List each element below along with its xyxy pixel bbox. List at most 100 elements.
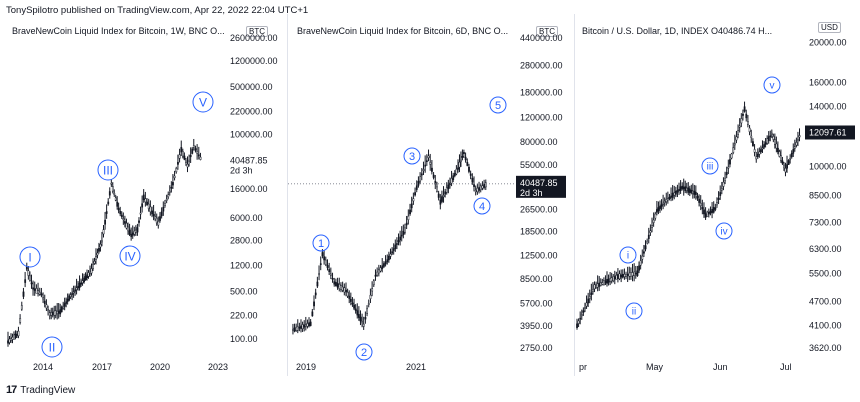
candle-body — [326, 265, 329, 268]
candle-body — [471, 177, 474, 183]
candle-body — [131, 232, 134, 236]
currency-tag[interactable]: BTC — [536, 26, 558, 37]
candle-body — [303, 324, 306, 328]
candle-body — [633, 271, 636, 276]
candle-body — [763, 144, 765, 148]
y-tick-label: 2800.00 — [230, 235, 263, 245]
candle-body — [346, 292, 349, 297]
candle-body — [155, 217, 158, 224]
candle-body — [781, 160, 784, 164]
candle-body — [128, 229, 131, 235]
wave-label: I — [19, 246, 41, 268]
candle-body — [460, 159, 462, 162]
chart-panel-weekly[interactable]: BraveNewCoin Liquid Index for Bitcoin, 1… — [0, 14, 288, 376]
price-series — [576, 101, 801, 330]
candle-body — [792, 149, 795, 154]
candle-body — [47, 309, 50, 312]
candle-body — [188, 159, 191, 162]
candle-body — [65, 301, 68, 304]
candle-body — [750, 135, 753, 138]
wave-circle — [763, 76, 781, 94]
candle-body — [323, 256, 326, 261]
candle-body — [62, 306, 65, 309]
candle-body — [701, 207, 704, 210]
y-tick-label: 3950.00 — [520, 321, 553, 331]
chart-canvas[interactable]: 2600000.00 1200000.00 500000.00 220000.00 10… — [0, 14, 288, 376]
candle-body — [152, 214, 155, 217]
candle-body — [601, 282, 604, 285]
candle-body — [13, 334, 15, 340]
candle-body — [714, 207, 717, 210]
y-tick-label: 55000.00 — [520, 160, 558, 170]
candle-body — [20, 305, 23, 310]
candle-body — [444, 191, 447, 195]
currency-tag[interactable]: BTC — [246, 26, 268, 37]
candle-body — [8, 338, 11, 343]
candle-body — [764, 142, 767, 145]
candle-body — [364, 316, 367, 320]
candle-body — [621, 273, 624, 278]
y-tick-label: 4100.00 — [809, 321, 842, 331]
candle-body — [657, 207, 660, 211]
candle-body — [670, 195, 672, 198]
chart-canvas[interactable]: 440000.00 280000.00 180000.00 120000.00 8000… — [288, 14, 575, 376]
candle-body — [638, 265, 640, 271]
chart-panel-6d[interactable]: BraveNewCoin Liquid Index for Bitcoin, 6… — [288, 14, 575, 376]
y-tick-label: 1200.00 — [230, 260, 263, 270]
candle-body — [16, 333, 18, 336]
candle-body — [53, 310, 56, 316]
candle-body — [410, 203, 413, 209]
chart-panel-daily[interactable]: Bitcoin / U.S. Dollar, 1D, INDEX O40486.… — [575, 14, 860, 376]
candle-body — [417, 181, 420, 186]
candle-body — [724, 177, 727, 182]
wave-text: III — [103, 163, 113, 177]
candle-body — [596, 283, 599, 288]
candle-body — [668, 196, 671, 199]
candle-body — [306, 323, 309, 327]
candle-body — [40, 293, 43, 296]
candle-body — [630, 271, 632, 277]
y-tick-label: 16000.00 — [230, 184, 268, 194]
candle-body — [371, 288, 374, 292]
y-tick-label: 80000.00 — [520, 137, 558, 147]
candle-body — [576, 323, 578, 328]
candle-body — [17, 330, 20, 337]
wave-text: iii — [707, 162, 714, 173]
candle-body — [300, 325, 302, 329]
candle-body — [649, 230, 652, 233]
x-tick-label: 2014 — [33, 362, 53, 372]
candle-body — [615, 275, 618, 280]
candle-body — [396, 243, 398, 245]
currency-tag[interactable]: USD — [818, 22, 841, 33]
chart-canvas[interactable]: 20000.00 16000.00 14000.00 10000.00 8500.00 7… — [575, 14, 860, 376]
candle-body — [769, 135, 772, 138]
tradingview-footer[interactable]: 17 TradingView — [6, 384, 75, 396]
candle-body — [304, 324, 307, 327]
panel-title: BraveNewCoin Liquid Index for Bitcoin, 6… — [297, 26, 509, 36]
candle-body — [473, 184, 475, 187]
candle-body — [733, 143, 736, 146]
candle-body — [651, 225, 653, 228]
candle-body — [160, 211, 163, 217]
wave-label: III — [97, 159, 119, 181]
candle-body — [760, 149, 762, 153]
candle-body — [185, 160, 187, 163]
candle-body — [120, 214, 123, 217]
candle-body — [60, 306, 63, 313]
candle-body — [170, 186, 173, 189]
wave-text: v — [770, 81, 775, 92]
candle-body — [192, 145, 195, 148]
candle-body — [478, 187, 481, 191]
candle-body — [340, 285, 342, 290]
candle-body — [98, 247, 100, 252]
panel-title: BraveNewCoin Liquid Index for Bitcoin, 1… — [12, 26, 225, 36]
candle-body — [420, 173, 423, 176]
candle-body — [679, 186, 682, 191]
candle-body — [712, 207, 715, 213]
candle-body — [110, 182, 113, 185]
candle-body — [643, 251, 645, 254]
candle-body — [353, 304, 355, 309]
candle-body — [707, 212, 710, 215]
candle-body — [178, 154, 181, 159]
candle-body — [729, 159, 731, 165]
